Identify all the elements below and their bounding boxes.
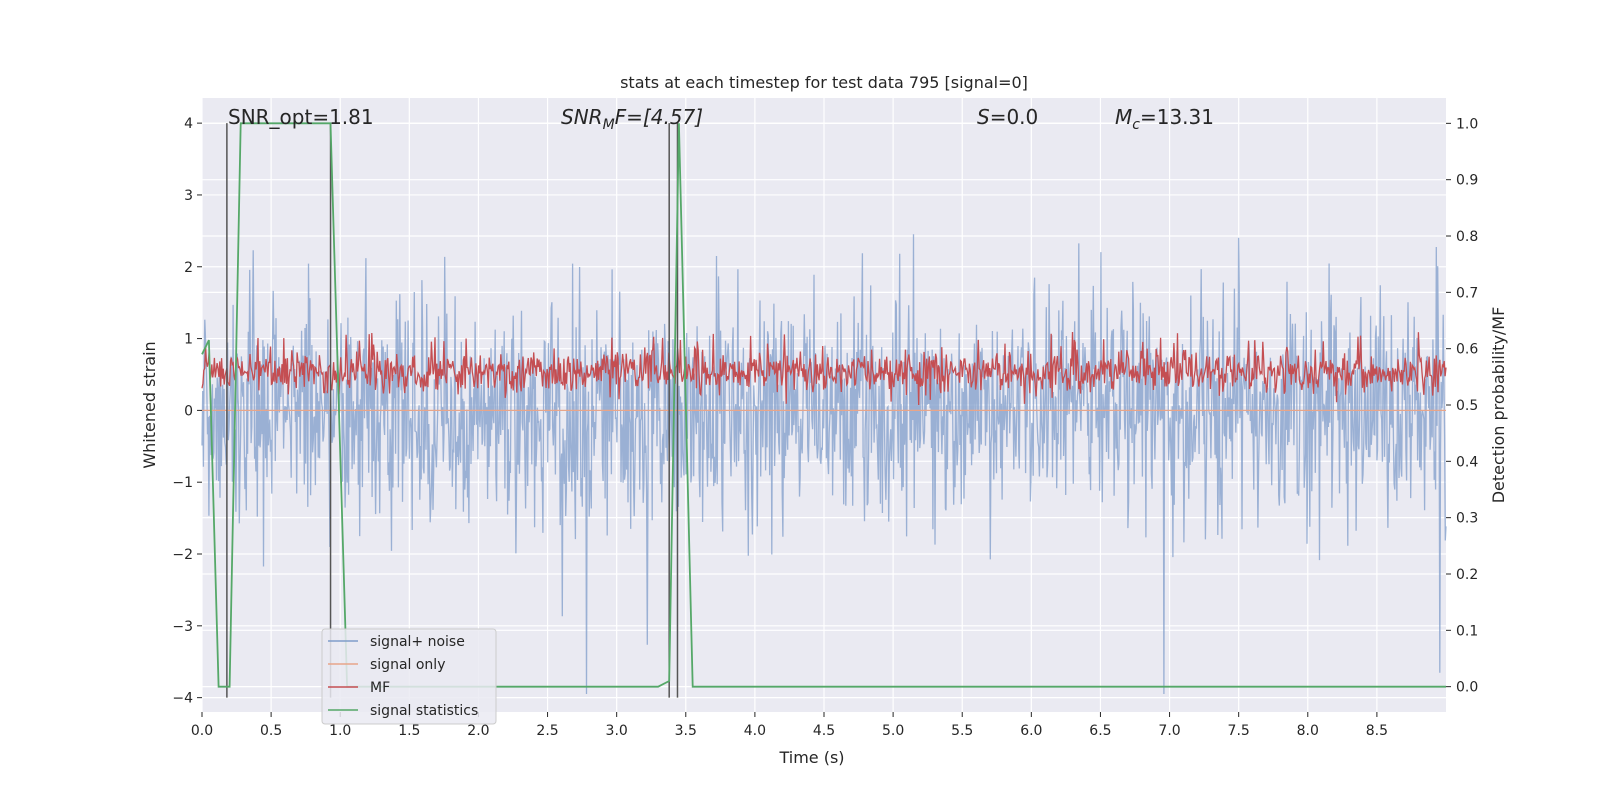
right-y-tick-label: 0.2: [1456, 567, 1478, 583]
annotation-s-tail: =0.0: [990, 105, 1039, 129]
x-tick-label: 2.0: [467, 723, 489, 739]
x-tick-label: 0.5: [260, 723, 282, 739]
x-tick-label: 5.0: [882, 723, 904, 739]
left-y-tick-label: −4: [172, 691, 193, 707]
signal-noise-series: [201, 234, 1447, 695]
left-y-tick-label: 4: [184, 116, 193, 132]
x-tick-label: 2.5: [536, 723, 558, 739]
legend-box: [321, 628, 497, 725]
x-tick-label: 8.0: [1297, 723, 1319, 739]
annotation-snr-mf-main: SNR: [561, 105, 603, 129]
x-tick-label: 4.5: [813, 723, 835, 739]
left-y-tick-label: 1: [184, 332, 193, 348]
right-y-tick-label: 0.4: [1456, 454, 1478, 470]
x-tick-label: 1.0: [329, 723, 351, 739]
mf-line: [201, 331, 1447, 406]
annotation-s-main: S: [977, 105, 990, 129]
x-tick-label: 8.5: [1366, 723, 1388, 739]
right-y-tick-label: 0.9: [1456, 173, 1478, 189]
annotation-mc-main: M: [1115, 105, 1132, 129]
legend: signal+ noise signal only MF signal statist…: [321, 628, 497, 725]
legend-label: MF: [370, 680, 390, 696]
left-y-tick-label: −1: [172, 475, 193, 491]
left-y-tick-label: 2: [184, 260, 193, 276]
annotation-s: S=0.0: [977, 105, 1038, 129]
annotation-snr-mf-tail: F=[4.57]: [615, 105, 703, 129]
chart-title: stats at each timestep for test data 795…: [620, 73, 1028, 92]
x-tick-label: 6.0: [1020, 723, 1042, 739]
annotation-snr-mf-sub: M: [603, 117, 615, 133]
right-y-tick-label: 0.6: [1456, 342, 1478, 358]
x-tick-label: 7.0: [1158, 723, 1180, 739]
left-y-axis-ticks: 4 3 2 1 0 −1 −2 −3 −4: [172, 116, 202, 707]
left-y-tick-label: 0: [184, 403, 193, 419]
right-y-tick-label: 0.1: [1456, 623, 1478, 639]
right-y-tick-label: 0.0: [1456, 680, 1478, 696]
x-tick-label: 0.0: [191, 723, 213, 739]
right-y-axis-ticks: 1.0 0.9 0.8 0.7 0.6 0.5 0.4 0.3 0.2 0.1 0.0: [1446, 116, 1478, 696]
left-y-axis-label: Whitened strain: [140, 341, 159, 468]
x-axis-ticks: 0.0 0.5 1.0 1.5 2.0 2.5 3.0 3.5 4.0 4.5 5.0 5.5 6.0 6…: [191, 712, 1388, 739]
left-y-tick-label: −2: [172, 547, 193, 563]
x-tick-label: 6.5: [1089, 723, 1111, 739]
mf-series: [201, 331, 1447, 406]
vertical-marker-lines: [226, 123, 679, 698]
x-tick-label: 4.0: [744, 723, 766, 739]
signal-noise-line: [201, 234, 1447, 695]
annotation-snr-opt: SNR_opt=1.81: [228, 105, 374, 129]
left-y-tick-label: −3: [172, 619, 193, 635]
right-y-tick-label: 0.5: [1456, 398, 1478, 414]
legend-label: signal+ noise: [370, 634, 465, 650]
left-y-tick-label: 3: [184, 188, 193, 204]
x-tick-label: 3.0: [606, 723, 628, 739]
annotation-snr-mf: SNRMF=[4.57]: [561, 105, 703, 133]
x-tick-label: 1.5: [398, 723, 420, 739]
legend-items: signal+ noise signal only MF signal statist…: [328, 634, 478, 719]
x-axis-label: Time (s): [778, 748, 844, 767]
x-tick-label: 5.5: [951, 723, 973, 739]
right-y-tick-label: 0.3: [1456, 511, 1478, 527]
annotation-mc: Mc=13.31: [1115, 105, 1214, 133]
right-y-tick-label: 0.7: [1456, 285, 1478, 301]
right-y-tick-label: 0.8: [1456, 229, 1478, 245]
right-y-axis-label: Detection probability/MF: [1489, 307, 1508, 504]
annotation-mc-sub: c: [1132, 117, 1140, 133]
legend-label: signal statistics: [370, 703, 478, 719]
right-y-tick-label: 1.0: [1456, 116, 1478, 132]
annotation-mc-tail: =13.31: [1140, 105, 1214, 129]
x-tick-label: 3.5: [675, 723, 697, 739]
x-tick-label: 7.5: [1228, 723, 1250, 739]
legend-label: signal only: [370, 657, 445, 673]
